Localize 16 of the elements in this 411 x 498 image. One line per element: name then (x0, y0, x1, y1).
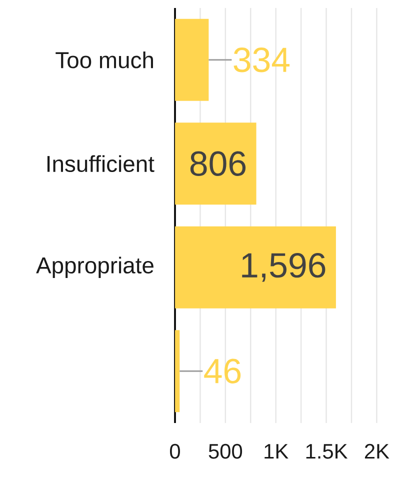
bar (175, 226, 336, 308)
bar (175, 18, 209, 101)
y-tick-label: Appropriate (36, 256, 154, 278)
data-label: 806 (190, 151, 246, 176)
bar (175, 122, 256, 205)
data-label: 1,596 (242, 252, 326, 282)
data-label: 334 (234, 48, 290, 72)
x-tick-label: 2K (364, 444, 390, 459)
x-tick-label: 1.5K (306, 444, 348, 459)
data-label: 46 (204, 358, 241, 384)
y-tick-label: Too much (56, 51, 153, 68)
y-tick-label: Insufficient (47, 155, 154, 172)
x-tick-label: 1K (264, 444, 288, 459)
x-tick-label: 500 (208, 444, 242, 459)
bar (175, 330, 180, 412)
x-tick-label: 0 (170, 444, 180, 459)
